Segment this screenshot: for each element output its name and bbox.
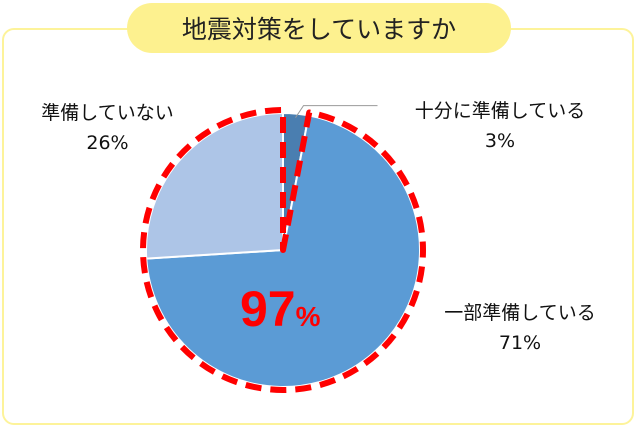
- highlight-unit: %: [295, 301, 321, 332]
- slice-value-label: 26%: [86, 132, 129, 154]
- slice-label: 一部準備している: [444, 302, 596, 324]
- pie-slice-2: [145, 111, 284, 260]
- label-not-prepared: 準備していない 26%: [20, 98, 195, 158]
- leader-line: [295, 105, 378, 118]
- highlight-total: 97%: [240, 280, 321, 338]
- label-partially-prepared: 一部準備している 71%: [420, 298, 620, 358]
- slice-label: 十分に準備している: [414, 100, 586, 122]
- highlight-outline: [140, 107, 426, 393]
- chart-title: 地震対策をしていますか: [127, 3, 511, 53]
- slice-value-label: 71%: [498, 332, 542, 354]
- slice-label: 準備していない: [41, 102, 174, 124]
- slice-value-label: 3%: [484, 130, 516, 152]
- highlight-value: 97: [240, 281, 296, 337]
- label-fully-prepared: 十分に準備している 3%: [390, 96, 610, 156]
